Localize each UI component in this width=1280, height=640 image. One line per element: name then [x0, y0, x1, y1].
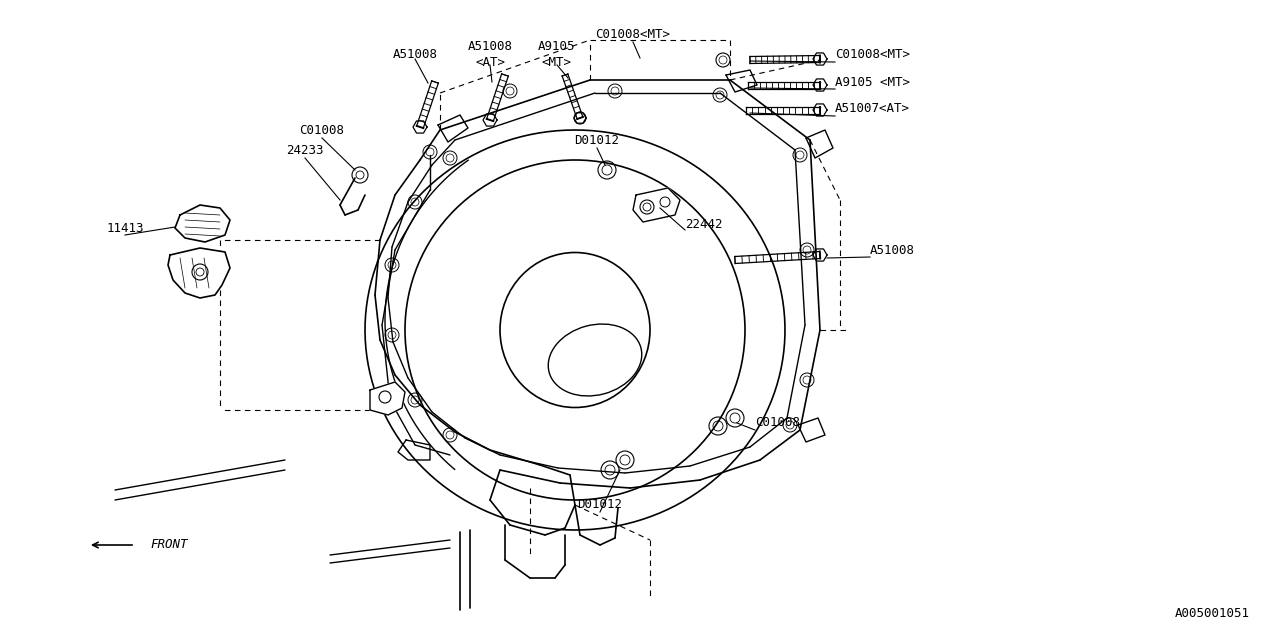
Polygon shape [175, 205, 230, 242]
Polygon shape [726, 70, 756, 92]
Text: C01008: C01008 [755, 417, 800, 429]
Polygon shape [398, 440, 430, 460]
Text: A51008: A51008 [467, 40, 512, 54]
Polygon shape [168, 248, 230, 298]
Text: A51007<AT>: A51007<AT> [835, 102, 910, 115]
Polygon shape [438, 115, 468, 142]
Text: A51008: A51008 [870, 243, 915, 257]
Text: C01008<MT>: C01008<MT> [835, 49, 910, 61]
Text: <MT>: <MT> [541, 56, 572, 68]
Text: A9105 <MT>: A9105 <MT> [835, 76, 910, 88]
Polygon shape [634, 188, 680, 222]
Polygon shape [370, 382, 404, 415]
Polygon shape [806, 130, 833, 158]
Text: D01012: D01012 [575, 134, 620, 147]
Text: A51008: A51008 [393, 49, 438, 61]
Text: FRONT: FRONT [150, 538, 187, 552]
Text: C01008<MT>: C01008<MT> [595, 29, 671, 42]
Text: C01008: C01008 [300, 124, 344, 136]
Text: 22442: 22442 [685, 218, 722, 232]
Polygon shape [797, 418, 826, 442]
Text: 11413: 11413 [106, 221, 143, 234]
Text: <AT>: <AT> [475, 56, 506, 68]
Text: A9105: A9105 [539, 40, 576, 54]
Text: D01012: D01012 [577, 499, 622, 511]
Text: A005001051: A005001051 [1175, 607, 1251, 620]
Text: 24233: 24233 [287, 143, 324, 157]
